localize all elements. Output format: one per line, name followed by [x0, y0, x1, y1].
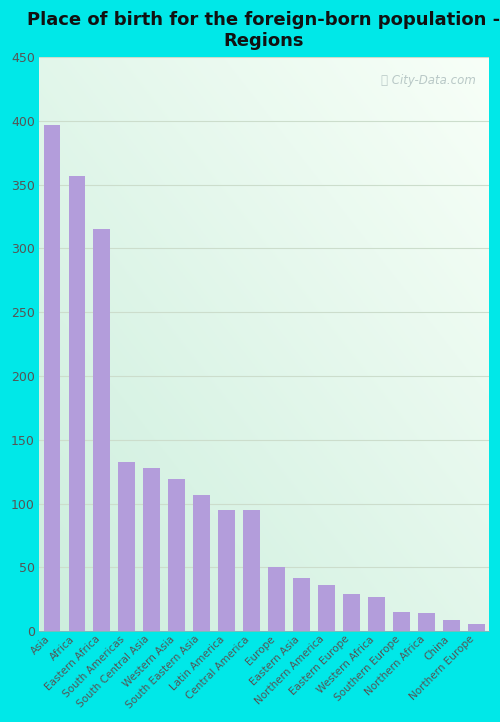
Bar — [294, 578, 310, 631]
Bar — [394, 612, 409, 631]
Bar — [144, 468, 160, 631]
Bar — [468, 624, 484, 631]
Bar — [168, 479, 184, 631]
Bar — [68, 175, 85, 631]
Bar — [118, 461, 134, 631]
Text: ⓘ City-Data.com: ⓘ City-Data.com — [380, 74, 476, 87]
Bar — [318, 586, 334, 631]
Bar — [344, 594, 359, 631]
Bar — [268, 567, 284, 631]
Bar — [218, 510, 234, 631]
Title: Place of birth for the foreign-born population -
Regions: Place of birth for the foreign-born popu… — [28, 11, 500, 50]
Bar — [418, 614, 434, 631]
Bar — [194, 495, 210, 631]
Bar — [368, 597, 384, 631]
Bar — [44, 125, 60, 631]
Bar — [244, 510, 260, 631]
Bar — [94, 230, 110, 631]
Bar — [444, 619, 460, 631]
